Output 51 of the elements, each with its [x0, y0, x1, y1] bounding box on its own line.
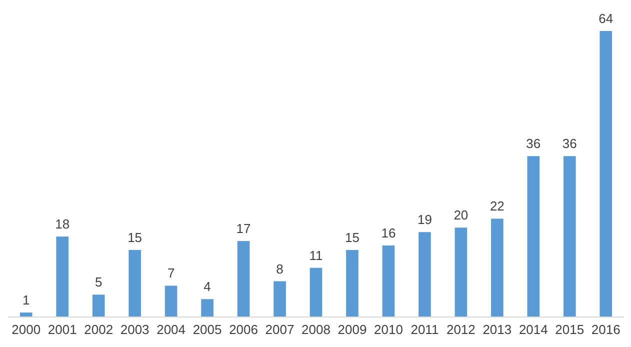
x-tick-label: 2006	[229, 322, 258, 337]
x-tick-label: 2010	[374, 322, 403, 337]
data-label: 20	[454, 208, 468, 223]
x-tick-label: 2009	[338, 322, 367, 337]
data-label: 1	[22, 292, 30, 308]
bar	[418, 232, 431, 317]
bar	[491, 218, 504, 317]
data-label: 18	[55, 216, 70, 232]
x-tick-label: 2013	[482, 322, 512, 337]
x-tick-label: 2000	[12, 322, 41, 337]
x-tick-label: 2016	[591, 322, 620, 337]
bar	[56, 236, 69, 317]
bar	[600, 31, 612, 317]
x-tick-label: 2002	[84, 322, 114, 337]
x-tick-label: 2004	[156, 322, 186, 337]
x-tick-label: 2015	[555, 322, 584, 337]
bar	[563, 156, 576, 317]
x-tick-label: 2001	[48, 322, 77, 337]
data-label: 19	[417, 212, 432, 228]
data-label: 36	[526, 136, 541, 152]
data-label: 5	[94, 274, 102, 290]
data-label: 17	[236, 221, 251, 236]
x-tick-label: 2003	[120, 322, 150, 337]
x-tick-label: 2011	[410, 322, 439, 337]
bar	[128, 250, 141, 317]
x-tick-label: 2008	[302, 322, 330, 337]
bar	[237, 241, 250, 317]
bar	[346, 250, 358, 317]
data-label: 64	[598, 11, 614, 26]
bar	[274, 281, 286, 317]
data-label: 4	[204, 279, 211, 294]
bar	[382, 246, 395, 317]
bar	[20, 312, 32, 317]
x-tick-label: 2005	[192, 322, 222, 337]
x-tick-label: 2012	[446, 322, 476, 337]
data-label: 16	[381, 226, 396, 240]
x-tick-label: 2007	[265, 322, 294, 337]
x-tick-label: 2014	[518, 322, 548, 337]
data-label: 36	[562, 136, 577, 152]
bar	[527, 156, 540, 317]
data-label: 15	[345, 230, 360, 245]
bar	[310, 268, 322, 317]
data-label: 22	[490, 198, 504, 214]
bar	[164, 286, 178, 317]
data-label: 15	[128, 230, 142, 245]
bar	[454, 228, 468, 317]
data-label: 8	[276, 261, 284, 276]
bar	[92, 294, 105, 317]
data-label: 11	[309, 248, 323, 263]
bar	[201, 299, 214, 317]
data-label: 7	[167, 266, 175, 281]
